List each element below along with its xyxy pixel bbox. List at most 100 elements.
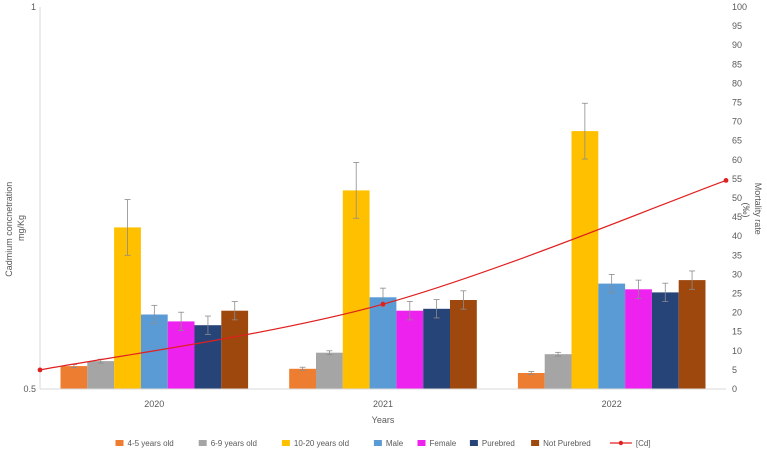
legend-label: [Cd] [636, 439, 651, 448]
right-axis-tick-label: 15 [732, 327, 742, 337]
bar-not-purebred-2022 [678, 280, 706, 389]
legend-label: Purebred [482, 439, 515, 448]
legend-swatch [115, 440, 124, 446]
right-axis-title-line1: Mortality rate [753, 183, 763, 235]
legend-swatch [373, 440, 382, 446]
right-axis-tick-label: 70 [732, 117, 742, 127]
bar-female-2020 [167, 321, 195, 389]
legend-label: 10-20 years old [294, 439, 349, 448]
legend-item-not-purebred: Not Purebred [531, 439, 591, 448]
cd-point-2021 [380, 301, 386, 307]
legend-swatch-marker [618, 440, 624, 446]
legend-item-purebred: Purebred [469, 439, 515, 448]
axes-layer [39, 7, 726, 390]
legend-label: Male [386, 439, 404, 448]
legend-item-6-9-years-old: 6-9 years old [198, 439, 257, 448]
right-axis-tick-label: 35 [732, 250, 742, 260]
left-axis-tick-label: 1 [31, 2, 36, 12]
right-axis-tick-label: 30 [732, 269, 742, 279]
error-bar-female-2022 [635, 279, 642, 299]
legend-swatch [469, 440, 478, 446]
legend-label: 4-5 years old [128, 439, 174, 448]
right-axis-tick-label: 75 [732, 98, 742, 108]
error-bar-not-purebred-2022 [689, 270, 696, 290]
x-axis-tick-label-2020: 2020 [144, 399, 164, 409]
right-axis-tick-label: 80 [732, 78, 742, 88]
right-axis-tick-label: 100 [732, 2, 747, 12]
bar-6-9-years-old-2021 [316, 352, 343, 389]
right-axis-title-line2: (‰) [741, 203, 751, 218]
legend-swatch [281, 440, 290, 446]
bar-male-2022 [598, 283, 626, 389]
bar-6-9-years-old-2020 [87, 361, 115, 389]
bar-4-5-years-old-2022 [517, 373, 545, 389]
legend-label: Not Purebred [543, 439, 591, 448]
right-axis-tick-label: 55 [732, 174, 742, 184]
error-bar-female-2021 [406, 301, 413, 321]
error-bar-not-purebred-2020 [231, 301, 238, 321]
bar-female-2021 [396, 310, 424, 389]
bar-10-20-years-old-2021 [342, 190, 370, 389]
right-axis-tick-label: 10 [732, 346, 742, 356]
bar-purebred-2021 [423, 308, 450, 389]
bar-purebred-2020 [194, 325, 222, 389]
error-bar-male-2020 [151, 304, 158, 325]
bar-10-20-years-old-2022 [571, 131, 599, 389]
right-axis-title: Mortality rate (‰) [741, 183, 763, 238]
error-bar-4-5-years-old-2022 [528, 371, 535, 375]
legend-item-4-5-years-old: 4-5 years old [115, 439, 174, 448]
left-axis-title-line2: mg/Kg [16, 215, 26, 241]
legend-item-cd: [Cd] [609, 439, 651, 448]
bar-4-5-years-old-2021 [289, 368, 316, 389]
x-axis-tick-label-2022: 2022 [602, 399, 622, 409]
cd-line-layer [37, 178, 729, 373]
bar-purebred-2022 [651, 292, 679, 389]
bar-not-purebred-2020 [221, 310, 249, 389]
right-axis-tick-label: 45 [732, 212, 742, 222]
bar-male-2021 [369, 297, 397, 389]
error-bar-purebred-2020 [204, 315, 211, 335]
right-axis-tick-label: 20 [732, 308, 742, 318]
right-axis-tick-label: 85 [732, 59, 742, 69]
ticks-layer: 0510152025303540455055606570758085909510… [23, 2, 747, 409]
left-axis-tick-label: 0.5 [23, 384, 36, 394]
bar-female-2022 [625, 289, 652, 389]
x-axis-title: Years [372, 415, 395, 425]
error-bar-male-2022 [608, 273, 615, 294]
error-bar-purebred-2022 [662, 282, 669, 302]
error-bar-purebred-2021 [433, 299, 440, 319]
error-bar-10-20-years-old-2020 [124, 199, 131, 256]
error-bar-10-20-years-old-2021 [353, 162, 360, 219]
legend-label: Female [430, 439, 457, 448]
right-axis-tick-label: 40 [732, 231, 742, 241]
right-axis-tick-label: 95 [732, 21, 742, 31]
error-bar-4-5-years-old-2021 [299, 366, 306, 371]
legend-label: 6-9 years old [211, 439, 257, 448]
legend-item-10-20-years-old: 10-20 years old [281, 439, 349, 448]
left-axis-title: Cadmium concnetration mg/Kg [4, 179, 26, 277]
left-axis-title-line1: Cadmium concnetration [4, 182, 14, 277]
right-axis-tick-label: 0 [732, 384, 737, 394]
legend-swatch [531, 440, 540, 446]
bars-layer [60, 131, 706, 389]
cd-point-2022 [723, 178, 729, 183]
right-axis-tick-label: 25 [732, 289, 742, 299]
error-bar-10-20-years-old-2022 [581, 102, 588, 160]
bar-6-9-years-old-2022 [544, 354, 572, 389]
x-axis-tick-label-2021: 2021 [373, 399, 393, 409]
error-bar-not-purebred-2021 [460, 290, 467, 310]
error-bar-6-9-years-old-2022 [555, 351, 562, 357]
error-bar-female-2020 [178, 311, 185, 331]
right-axis-tick-label: 90 [732, 40, 742, 50]
bar-4-5-years-old-2020 [60, 366, 88, 389]
error-bar-6-9-years-old-2021 [326, 350, 333, 356]
legend-swatch [417, 440, 426, 446]
right-axis-tick-label: 50 [732, 193, 742, 203]
bar-not-purebred-2021 [450, 300, 477, 389]
cd-point-2020 [37, 367, 43, 373]
legend-item-female: Female [417, 439, 457, 448]
legend-swatch [198, 440, 207, 446]
legend: 4-5 years old 6-9 years old 10-20 years ol… [115, 439, 651, 448]
legend-item-male: Male [373, 439, 404, 448]
